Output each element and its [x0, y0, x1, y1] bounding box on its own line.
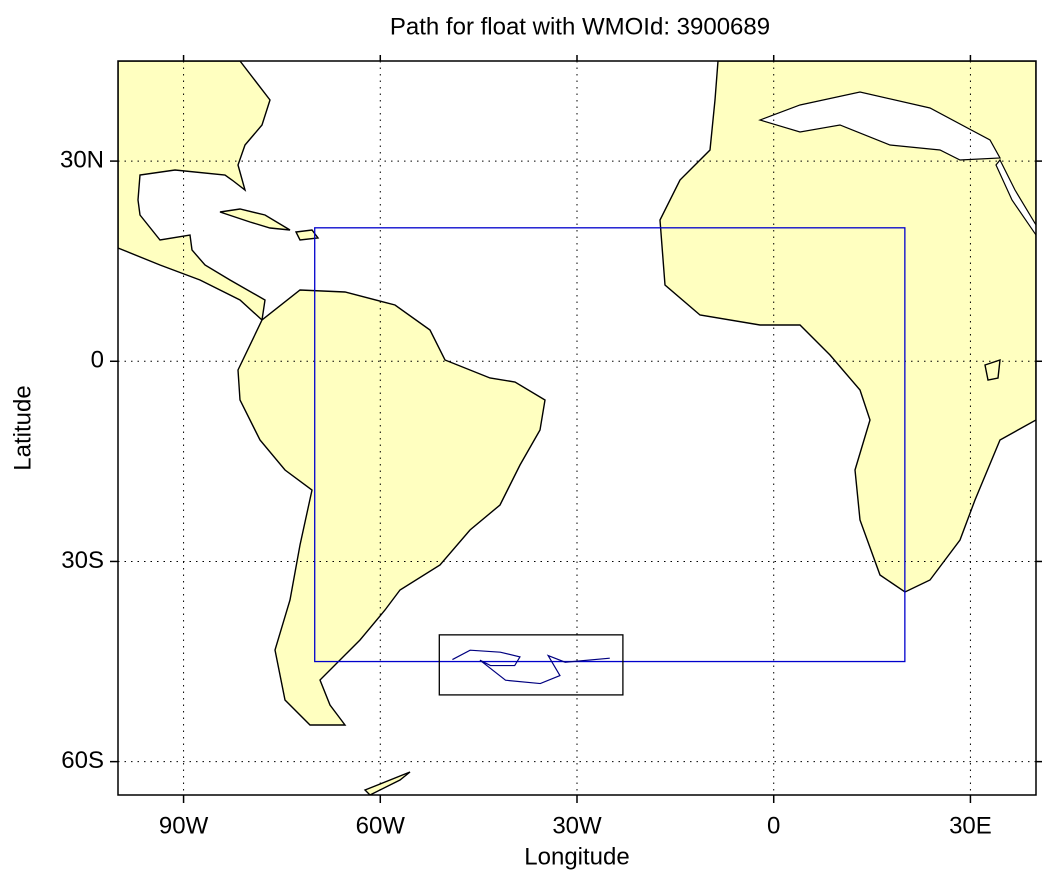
land-north-america — [118, 61, 271, 322]
x-tick-label: 0 — [767, 812, 780, 839]
y-axis-label: Latitude — [9, 385, 36, 470]
path-box — [438, 634, 624, 696]
map-title: Path for float with WMOId: 3900689 — [390, 13, 770, 40]
y-tick-label: 60S — [61, 747, 104, 774]
float-path — [452, 649, 610, 685]
red-sea — [995, 158, 1036, 237]
coastlines — [118, 61, 1036, 795]
x-tick-label: 90W — [159, 812, 209, 839]
land-madagascar — [984, 358, 1001, 381]
x-tick-label: 60W — [356, 812, 406, 839]
y-tick-label: 30N — [60, 146, 104, 173]
land-antarctic-peninsula — [363, 771, 411, 795]
land-hispaniola — [294, 229, 320, 241]
mediterranean-sea — [758, 91, 1001, 161]
land-cuba — [219, 208, 291, 231]
region-box — [314, 227, 906, 663]
x-tick-label: 30W — [552, 812, 602, 839]
land-africa-europe — [659, 61, 1036, 593]
x-tick-label: 30E — [949, 812, 992, 839]
y-tick-label: 0 — [91, 347, 104, 374]
y-tick-label: 30S — [61, 547, 104, 574]
land-south-america — [237, 289, 546, 726]
x-axis-label: Longitude — [524, 843, 629, 870]
